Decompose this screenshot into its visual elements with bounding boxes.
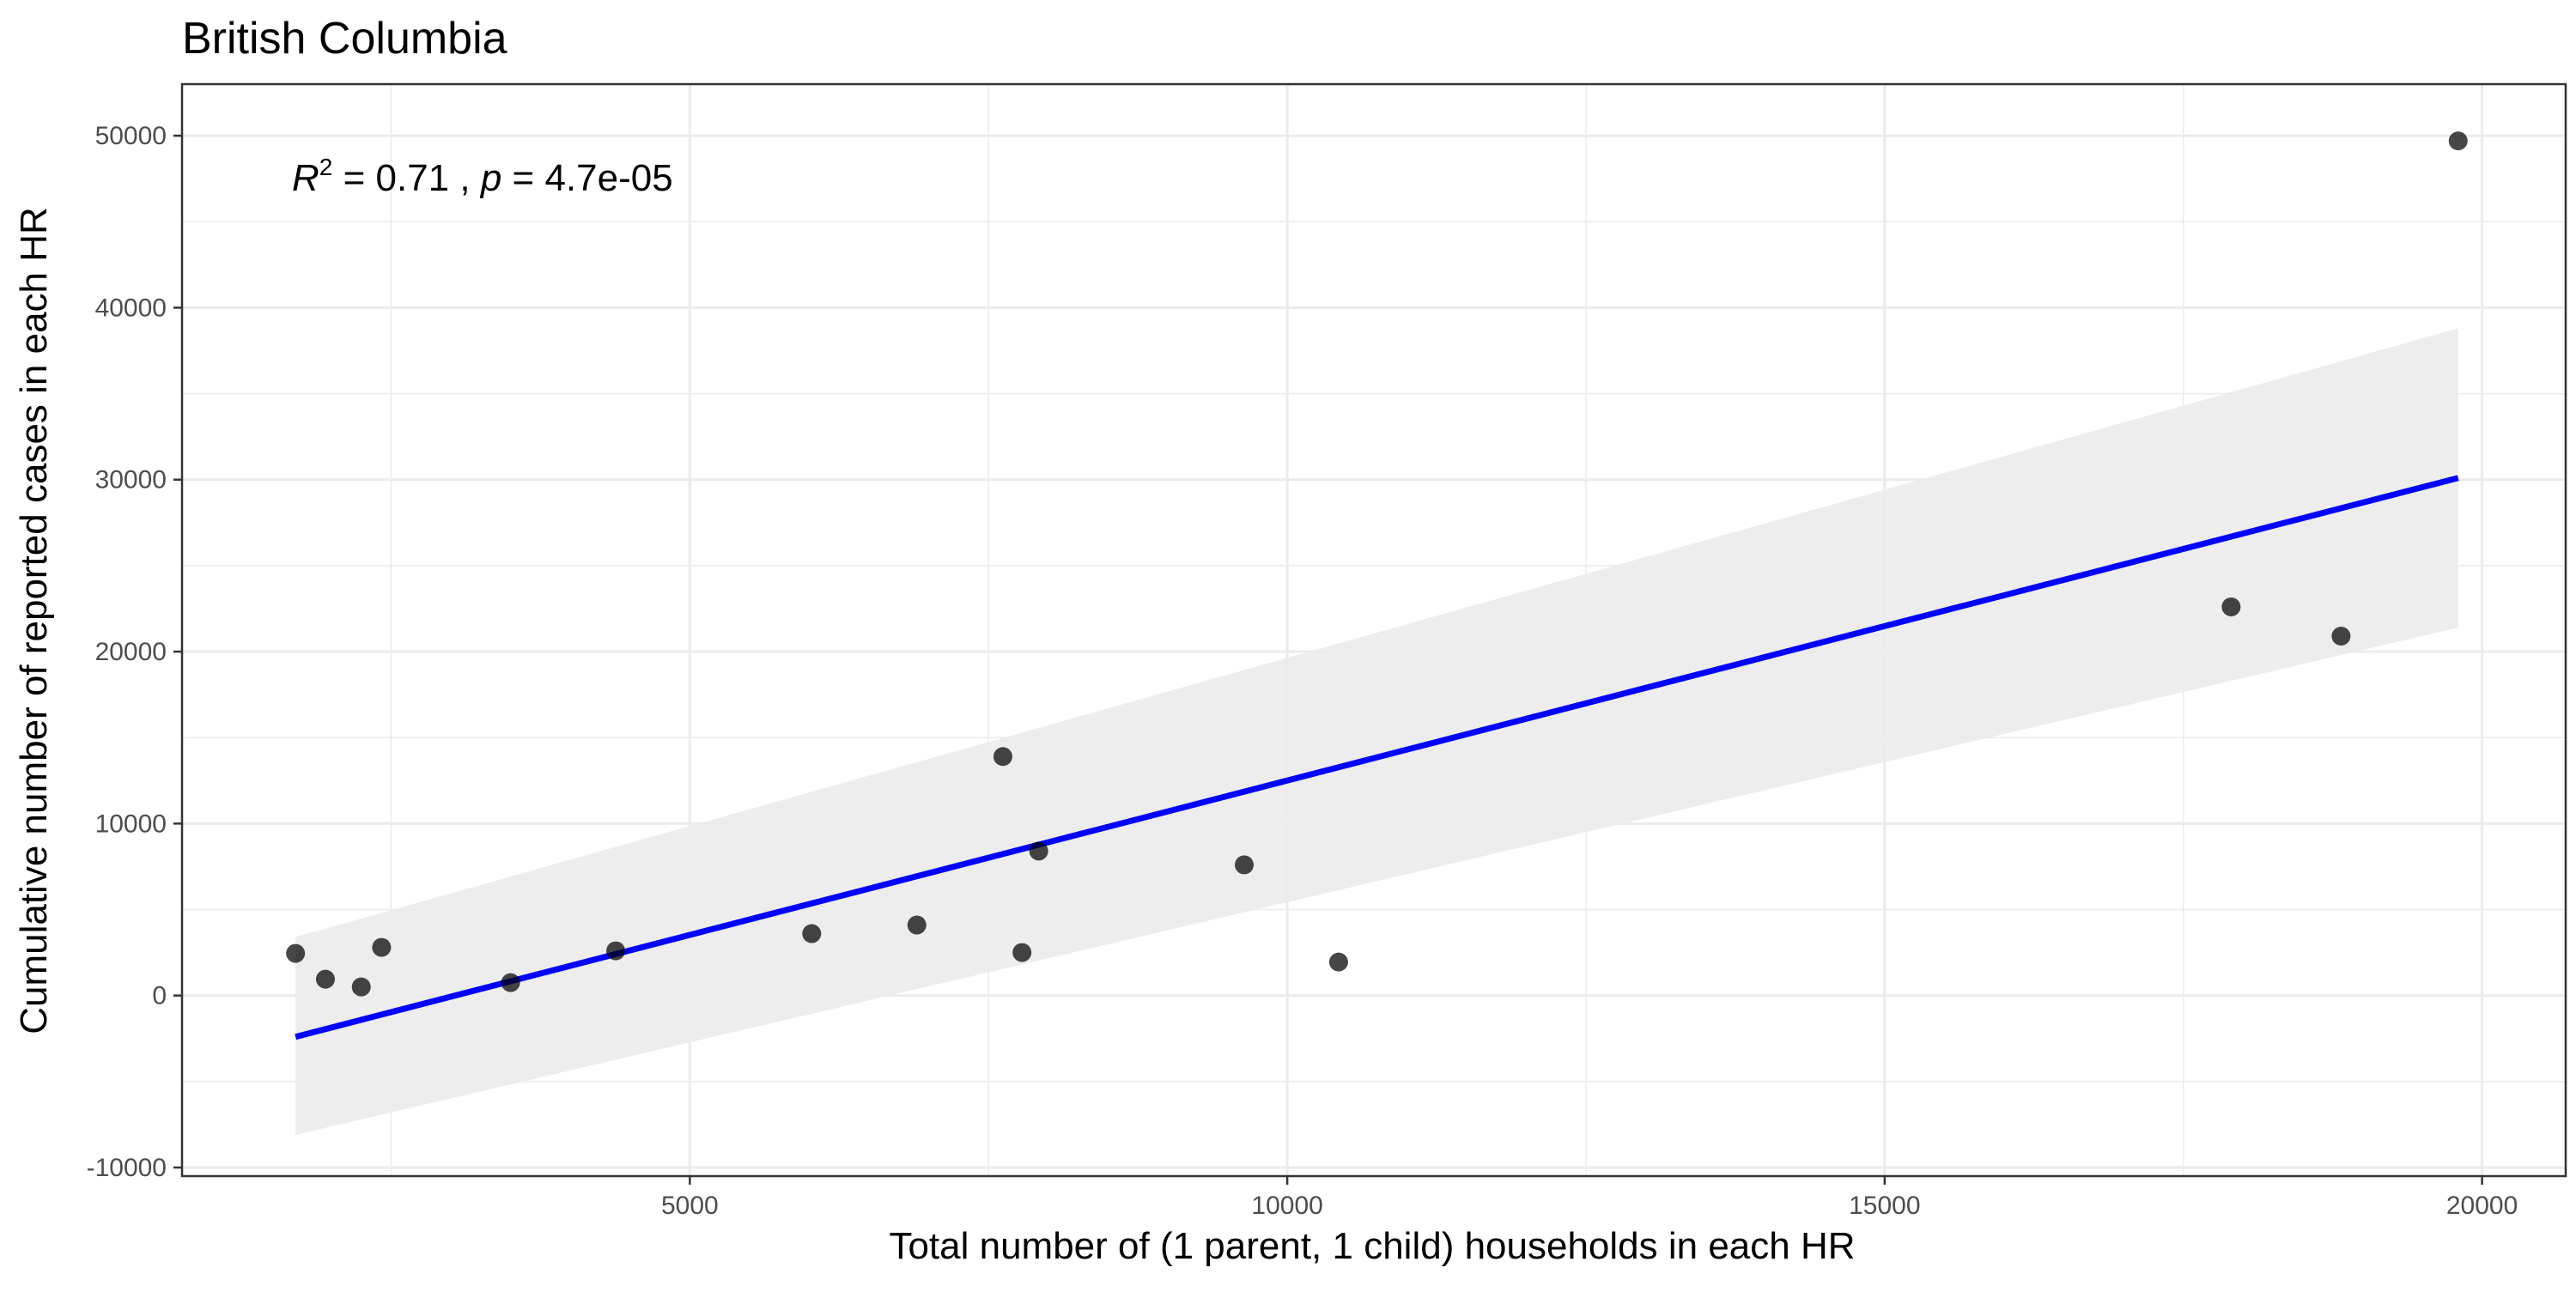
data-point bbox=[372, 937, 392, 957]
chart-title: British Columbia bbox=[182, 14, 507, 64]
x-axis-label: Total number of (1 parent, 1 child) hous… bbox=[889, 1225, 1855, 1267]
data-point bbox=[606, 941, 626, 961]
y-tick-label: -10000 bbox=[87, 1154, 167, 1182]
y-tick-label: 50000 bbox=[95, 122, 167, 150]
y-tick-label: 30000 bbox=[95, 466, 167, 494]
y-tick-label: 0 bbox=[152, 982, 167, 1010]
data-point bbox=[1328, 952, 1348, 972]
data-point bbox=[993, 747, 1012, 767]
data-point bbox=[1235, 855, 1255, 875]
x-tick-label: 20000 bbox=[2446, 1192, 2518, 1220]
panel-border bbox=[180, 82, 2567, 1178]
y-tick-label: 20000 bbox=[95, 638, 167, 666]
data-point bbox=[2221, 597, 2241, 616]
r-squared-value: = 0.71 , bbox=[332, 157, 480, 199]
p-symbol: p bbox=[479, 157, 501, 199]
y-axis-label: Cumulative number of reported cases in e… bbox=[13, 207, 55, 1034]
x-tick-label: 5000 bbox=[661, 1192, 719, 1220]
x-tick-label: 10000 bbox=[1251, 1192, 1322, 1220]
data-point bbox=[286, 943, 306, 963]
data-point bbox=[315, 969, 335, 989]
x-tick-label: 15000 bbox=[1849, 1192, 1920, 1220]
data-point bbox=[907, 915, 927, 935]
r-squared-exponent: 2 bbox=[319, 154, 333, 180]
regression-line bbox=[295, 475, 2459, 1040]
data-point bbox=[802, 924, 822, 943]
y-tick-label: 10000 bbox=[95, 810, 167, 838]
y-tick-label: 40000 bbox=[95, 294, 167, 322]
data-point bbox=[1029, 841, 1048, 861]
data-point bbox=[2448, 131, 2468, 151]
confidence-band bbox=[295, 328, 2458, 1135]
r-squared-symbol: R bbox=[292, 157, 319, 199]
plot-panel: 5000 10000 15000 20000 -10000 0 10000 20000 3000… bbox=[87, 82, 2567, 1220]
data-point bbox=[351, 977, 371, 997]
p-value: = 4.7e-05 bbox=[501, 157, 672, 199]
regression-stats-annotation: R2 = 0.71 , p = 4.7e-05 bbox=[292, 154, 673, 199]
data-point bbox=[1012, 943, 1032, 962]
data-point bbox=[2331, 627, 2351, 646]
data-point bbox=[501, 973, 520, 992]
